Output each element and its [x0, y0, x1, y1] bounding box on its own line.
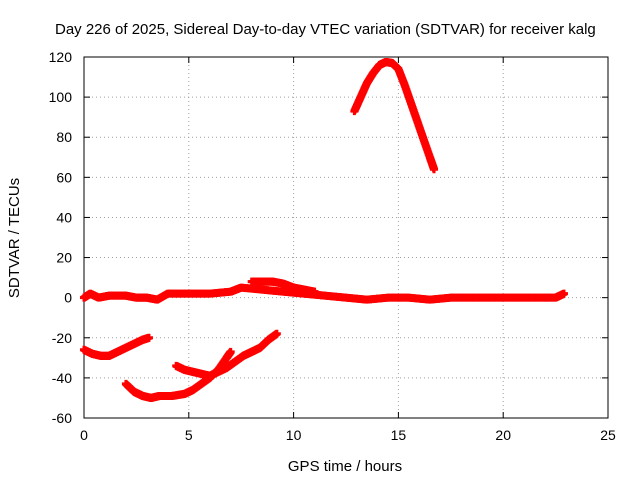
- grid-lines: [84, 57, 608, 418]
- y-tick-label: 80: [56, 129, 72, 145]
- y-tick-label: -20: [52, 330, 72, 346]
- data-point: [226, 347, 235, 356]
- y-tick-label: 60: [56, 169, 72, 185]
- y-tick-label: -40: [52, 370, 72, 386]
- x-tick-label: 20: [495, 427, 511, 443]
- data-point: [272, 329, 281, 338]
- axis-ticks: 0 5 10 15 20 25 -60 -40 -20 0 20 40 60 80 100 120: [49, 49, 616, 443]
- series-arc-4: [80, 333, 153, 360]
- x-tick-label: 25: [600, 427, 616, 443]
- series-arc-6: [172, 329, 281, 380]
- x-tick-label: 5: [185, 427, 193, 443]
- chart-title: Day 226 of 2025, Sidereal Day-to-day VTE…: [55, 21, 596, 38]
- data-point: [310, 287, 319, 296]
- x-tick-label: 10: [286, 427, 302, 443]
- data-point: [144, 333, 153, 342]
- series-arc-2: [80, 283, 568, 304]
- data-point: [559, 289, 568, 298]
- y-tick-label: 120: [49, 49, 73, 65]
- x-axis-title: GPS time / hours: [288, 458, 402, 475]
- y-tick-label: 100: [49, 89, 73, 105]
- plot-frame: [83, 56, 609, 419]
- data-point: [430, 165, 439, 174]
- y-tick-label: 40: [56, 209, 72, 225]
- y-tick-label: 20: [56, 250, 72, 266]
- y-tick-label: 0: [64, 290, 72, 306]
- x-tick-label: 15: [391, 427, 407, 443]
- x-tick-label: 0: [80, 427, 88, 443]
- series-arc-3: [247, 277, 319, 296]
- data-points: [80, 58, 568, 402]
- y-tick-label: -60: [52, 410, 72, 426]
- series-arc-1: [350, 58, 439, 174]
- y-axis-title: SDTVAR / TECUs: [6, 178, 23, 298]
